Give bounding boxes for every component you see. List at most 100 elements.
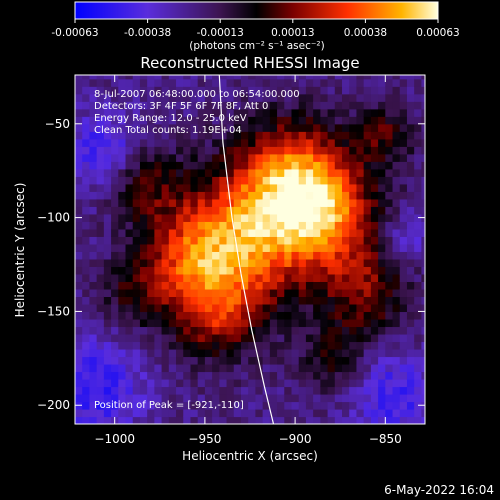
- heatmap-cell: [118, 311, 127, 320]
- heatmap-cell: [406, 288, 415, 298]
- heatmap-cell: [305, 318, 314, 328]
- heatmap-cell: [219, 281, 228, 290]
- heatmap-cell: [204, 86, 213, 95]
- heatmap-cell: [139, 228, 148, 237]
- heatmap-cell: [75, 138, 83, 147]
- heatmap-cell: [262, 138, 271, 147]
- heatmap-cell: [103, 288, 112, 298]
- heatmap-cell: [82, 123, 91, 132]
- heatmap-cell: [183, 86, 192, 95]
- heatmap-cell: [212, 408, 220, 418]
- heatmap-cell: [370, 243, 379, 252]
- heatmap-cell: [89, 408, 98, 418]
- heatmap-cell: [414, 206, 422, 215]
- heatmap-cell: [82, 228, 91, 237]
- heatmap-cell: [161, 378, 170, 388]
- heatmap-cell: [399, 198, 408, 207]
- heatmap-cell: [204, 341, 213, 350]
- heatmap-cell: [154, 78, 163, 87]
- heatmap-cell: [342, 258, 350, 267]
- heatmap-cell: [219, 168, 228, 177]
- heatmap-cell: [298, 318, 307, 328]
- heatmap-cell: [82, 401, 91, 410]
- heatmap-cell: [183, 348, 192, 358]
- heatmap-cell: [96, 296, 105, 305]
- heatmap-cell: [89, 341, 98, 350]
- heatmap-cell: [298, 213, 307, 222]
- heatmap-cell: [82, 348, 91, 358]
- heatmap-cell: [356, 326, 365, 335]
- heatmap-cell: [269, 138, 278, 147]
- heatmap-cell: [75, 371, 83, 380]
- heatmap-cell: [111, 251, 119, 260]
- heatmap-cell: [147, 116, 155, 125]
- heatmap-cell: [89, 243, 98, 252]
- heatmap-cell: [82, 183, 91, 192]
- heatmap-cell: [226, 386, 235, 395]
- heatmap-cell: [406, 333, 415, 343]
- heatmap-cell: [118, 288, 127, 298]
- heatmap-cell: [327, 341, 336, 350]
- heatmap-cell: [291, 356, 300, 365]
- heatmap-cell: [219, 161, 228, 170]
- heatmap-cell: [385, 416, 394, 424]
- heatmap-cell: [406, 86, 415, 95]
- heatmap-cell: [291, 341, 300, 350]
- heatmap-cell: [320, 401, 329, 410]
- heatmap-cell: [161, 176, 170, 185]
- heatmap-cell: [298, 288, 307, 298]
- heatmap-cell: [161, 371, 170, 380]
- heatmap-cell: [305, 326, 314, 335]
- heatmap-cell: [111, 93, 119, 102]
- heatmap-cell: [139, 183, 148, 192]
- heatmap-cell: [212, 75, 220, 80]
- heatmap-cell: [103, 75, 112, 80]
- heatmap-cell: [89, 266, 98, 275]
- heatmap-cell: [176, 288, 184, 298]
- heatmap-cell: [204, 153, 213, 162]
- heatmap-cell: [363, 213, 372, 222]
- heatmap-cell: [284, 281, 293, 290]
- heatmap-cell: [111, 371, 119, 380]
- heatmap-cell: [385, 221, 394, 230]
- heatmap-cell: [233, 213, 242, 222]
- heatmap-cell: [96, 243, 105, 252]
- heatmap-cell: [305, 183, 314, 192]
- heatmap-cell: [305, 356, 314, 365]
- heatmap-cell: [190, 116, 199, 125]
- heatmap-cell: [161, 123, 170, 132]
- heatmap-cell: [125, 221, 134, 230]
- heatmap-cell: [414, 408, 422, 418]
- heatmap-cell: [349, 213, 358, 222]
- heatmap-cell: [118, 303, 127, 313]
- heatmap-cell: [414, 333, 422, 343]
- heatmap-cell: [298, 371, 307, 380]
- heatmap-cell: [204, 258, 213, 267]
- heatmap-cell: [262, 386, 271, 395]
- heatmap-cell: [284, 123, 293, 132]
- heatmap-cell: [240, 251, 249, 260]
- heatmap-cell: [356, 363, 365, 373]
- heatmap-cell: [414, 116, 422, 125]
- heatmap-cell: [176, 408, 184, 418]
- heatmap-cell: [277, 356, 285, 365]
- heatmap-cell: [378, 416, 386, 424]
- heatmap-cell: [240, 318, 249, 328]
- heatmap-cell: [168, 281, 177, 290]
- heatmap-cell: [370, 78, 379, 87]
- heatmap-cell: [255, 281, 264, 290]
- heatmap-cell: [176, 311, 184, 320]
- heatmap-cell: [132, 228, 141, 237]
- heatmap-cell: [132, 138, 141, 147]
- heatmap-cell: [370, 356, 379, 365]
- heatmap-cell: [327, 251, 336, 260]
- heatmap-cell: [291, 86, 300, 95]
- heatmap-cell: [219, 378, 228, 388]
- heatmap-cell: [414, 393, 422, 403]
- heatmap-cell: [82, 78, 91, 87]
- heatmap-cell: [248, 311, 257, 320]
- heatmap-cell: [233, 161, 242, 170]
- heatmap-cell: [168, 153, 177, 162]
- heatmap-cell: [103, 281, 112, 290]
- heatmap-cell: [327, 75, 336, 80]
